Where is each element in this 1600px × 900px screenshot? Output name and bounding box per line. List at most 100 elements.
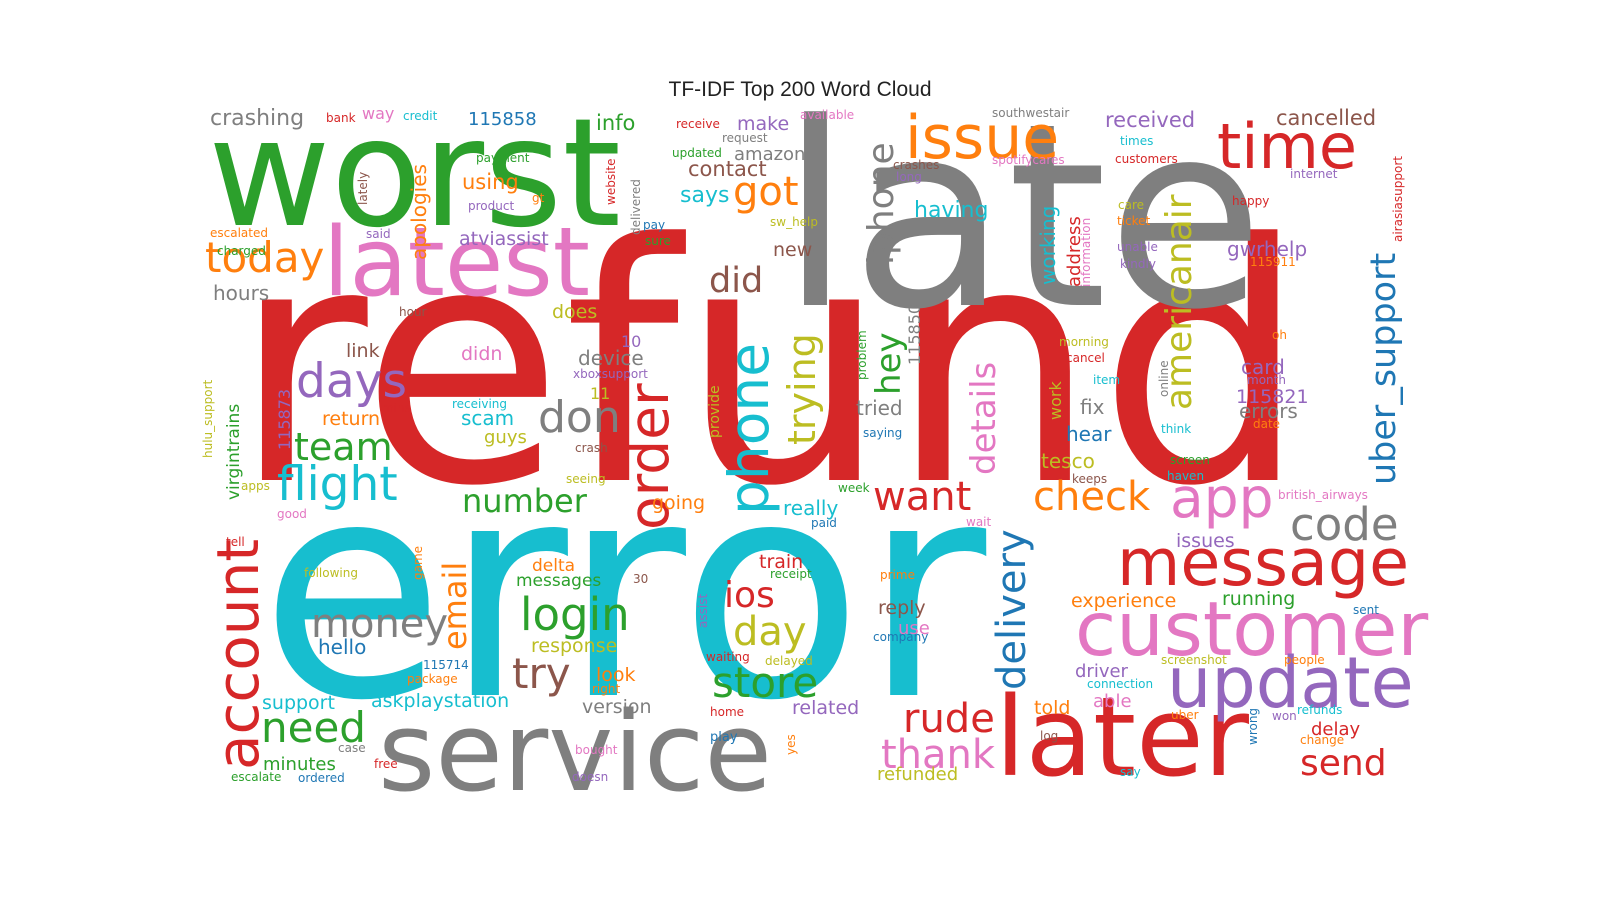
word-trying: trying (780, 333, 824, 445)
word-need: need (261, 703, 366, 752)
word-minutes: minutes (263, 754, 336, 775)
word-10: 10 (621, 332, 641, 351)
word-response: response (531, 635, 617, 657)
word-send: send (1300, 743, 1387, 784)
word-rude: rude (903, 696, 995, 742)
word-link: link (346, 340, 380, 362)
word-week: week (838, 481, 870, 495)
word-kindly: kindly (1120, 257, 1156, 271)
word-oh: oh (1272, 328, 1287, 342)
word-following: following (304, 566, 358, 580)
word-payment: payment (476, 151, 530, 165)
word-hulu-support: hulu_support (201, 379, 215, 458)
word-time: time (1217, 110, 1357, 183)
word-times: times (1120, 134, 1153, 148)
word-experience: experience (1071, 590, 1176, 612)
word-doesn: doesn (572, 770, 608, 784)
word-refund: refund (232, 174, 1307, 558)
word-request: request (722, 131, 768, 145)
word-later: later (995, 673, 1250, 801)
word-having: having (914, 198, 988, 223)
word-hours: hours (213, 281, 269, 305)
word-wait: wait (966, 515, 992, 529)
word-escalated: escalated (210, 226, 268, 240)
word-support: support (262, 692, 335, 714)
word-good: good (277, 507, 307, 521)
word-115714: 115714 (423, 658, 469, 672)
word-happy: happy (1232, 194, 1269, 208)
word-saying: saying (863, 426, 902, 440)
word-updated: updated (672, 146, 722, 160)
word-team: team (294, 425, 393, 469)
word-115858: 115858 (468, 109, 537, 130)
word-item: item (1093, 373, 1120, 387)
word-say: say (1120, 765, 1141, 779)
word-30: 30 (633, 572, 648, 586)
word-messages: messages (516, 571, 601, 591)
word-connection: connection (1087, 677, 1153, 691)
word-told: told (1034, 697, 1070, 719)
word-uber: uber (1171, 708, 1199, 722)
word-unable: unable (1117, 240, 1158, 254)
word-delivery: delivery (989, 529, 1035, 690)
word-sw-help: sw_help (770, 215, 818, 229)
word-version: version (582, 696, 652, 718)
word-lately: lately (356, 172, 370, 205)
word-going: going (652, 492, 705, 514)
word-code: code (1290, 498, 1399, 551)
word-amazon: amazon (734, 144, 805, 165)
word-fix: fix (1080, 395, 1105, 419)
word-115911: 115911 (1250, 255, 1296, 269)
word-hey: hey (869, 332, 909, 395)
word-waiting: waiting (706, 650, 750, 664)
word-customer: customer (1075, 585, 1428, 673)
word-paid: paid (811, 516, 837, 530)
word-yes: yes (784, 734, 798, 755)
word-online: online (1157, 360, 1171, 397)
word-reply: reply (878, 597, 926, 619)
word-number: number (462, 482, 588, 520)
word-115821: 115821 (1236, 386, 1309, 408)
word-date: date (1253, 417, 1280, 431)
word-message: message (1117, 526, 1409, 601)
word-worst: worst (208, 87, 621, 261)
word-login: login (520, 588, 630, 641)
word-11: 11 (590, 384, 610, 403)
word-delta: delta (532, 556, 575, 576)
word-delayed: delayed (765, 654, 813, 668)
word-app: app (1170, 466, 1274, 530)
word-case: case (338, 741, 366, 755)
word-mins: mins (382, 401, 411, 415)
word-days: days (296, 354, 407, 409)
word-xboxsupport: xboxsupport (573, 367, 648, 381)
word-late: late (780, 69, 1264, 366)
word-latest: latest (323, 208, 590, 318)
word-atviassist: atviassist (459, 228, 549, 250)
word-errors: errors (1239, 399, 1298, 423)
word-crashes: crashes (893, 158, 939, 172)
word-play: play (710, 730, 738, 745)
word-using: using (462, 170, 519, 194)
word-refunded: refunded (877, 764, 958, 785)
word-says: says (680, 183, 729, 208)
word-credit: credit (403, 109, 438, 123)
word-apologies: apologies (407, 164, 431, 260)
word-think: think (1161, 422, 1191, 436)
word-product: product (468, 199, 514, 213)
word-company: company (873, 630, 928, 644)
word-hello: hello (318, 635, 366, 659)
word-information: information (1079, 218, 1093, 287)
word-order: order (617, 383, 681, 530)
word-money: money (311, 601, 448, 647)
word-return: return (322, 408, 380, 430)
word-change: change (1300, 733, 1344, 747)
word-said: said (366, 227, 391, 241)
word-issue: issue (905, 103, 1059, 173)
word-people: people (1284, 653, 1325, 667)
word-new: new (773, 239, 812, 261)
word-sent: sent (1353, 603, 1379, 617)
word-did: did (709, 261, 763, 301)
word-115850: 115850 (905, 304, 924, 365)
word-available: available (800, 108, 854, 122)
word-british-airways: british_airways (1278, 488, 1368, 502)
